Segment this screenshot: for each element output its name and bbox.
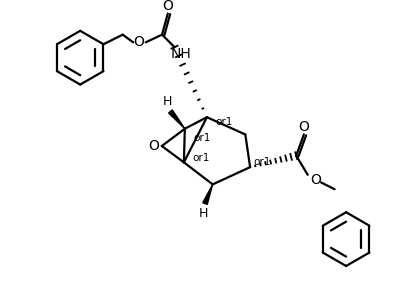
Text: O: O — [162, 0, 173, 13]
Text: or1: or1 — [215, 117, 232, 127]
Polygon shape — [168, 110, 184, 129]
Text: H: H — [198, 207, 207, 220]
Text: O: O — [298, 120, 308, 134]
Text: O: O — [133, 35, 144, 49]
Polygon shape — [202, 184, 212, 204]
Text: NH: NH — [171, 47, 191, 61]
Text: O: O — [148, 139, 159, 153]
Text: or1: or1 — [193, 133, 210, 143]
Text: or1: or1 — [192, 153, 209, 162]
Text: or1: or1 — [252, 157, 270, 167]
Text: O: O — [309, 173, 320, 186]
Text: H: H — [162, 95, 172, 108]
